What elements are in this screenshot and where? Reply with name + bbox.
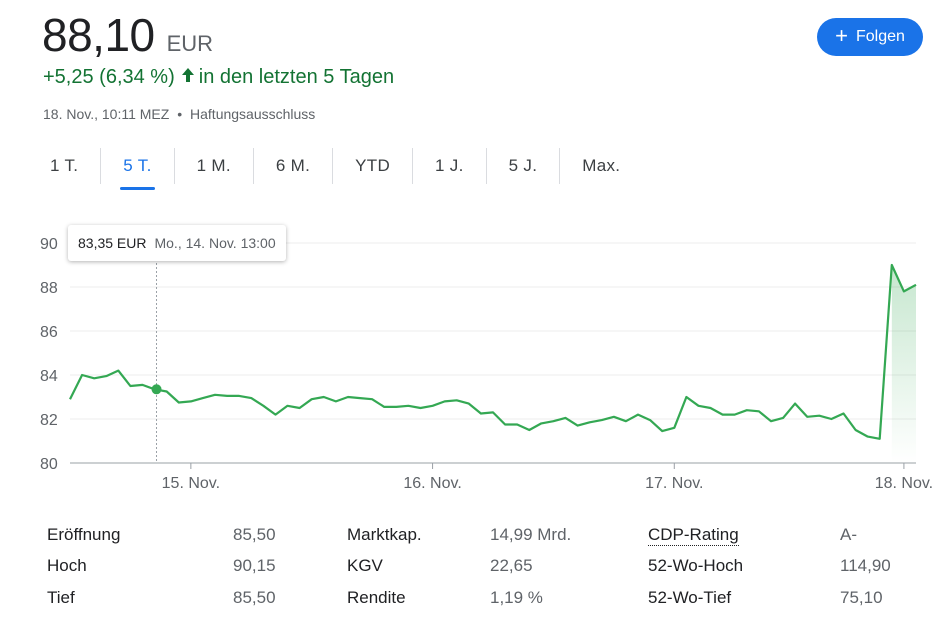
x-tick-label: 17. Nov. bbox=[645, 475, 703, 492]
tab-1-year[interactable]: 1 J. bbox=[412, 148, 486, 184]
stat-value: 85,50 bbox=[233, 525, 276, 544]
tab-label: Max. bbox=[582, 156, 621, 175]
stat-value: 14,99 Mrd. bbox=[490, 525, 572, 544]
time-range-tabs: 1 T. 5 T. 1 M. 6 M. YTD 1 J. 5 J. Max. bbox=[28, 148, 642, 190]
tab-6-months[interactable]: 6 M. bbox=[252, 148, 332, 184]
tooltip-date: Mo., 14. Nov. 13:00 bbox=[154, 235, 276, 251]
current-price: 88,10 bbox=[42, 9, 155, 61]
stat-value: A- bbox=[840, 525, 857, 544]
stat-value: 1,19 % bbox=[490, 588, 543, 607]
tab-max[interactable]: Max. bbox=[559, 148, 642, 184]
stat-label: Hoch bbox=[47, 556, 87, 575]
y-tick-label: 84 bbox=[40, 368, 58, 385]
hover-point bbox=[151, 384, 162, 395]
x-tick-label: 18. Nov. bbox=[875, 475, 933, 492]
quote-timestamp: 18. Nov., 10:11 MEZ bbox=[43, 106, 170, 122]
quote-meta: 18. Nov., 10:11 MEZ • Haftungsausschluss bbox=[43, 106, 315, 122]
follow-button[interactable]: + Folgen bbox=[817, 18, 923, 56]
y-tick-label: 82 bbox=[40, 412, 58, 429]
stat-label: Eröffnung bbox=[47, 525, 121, 544]
tab-1-month[interactable]: 1 M. bbox=[173, 148, 253, 184]
tooltip-price: 83,35 EUR bbox=[78, 235, 147, 251]
price-area-fill bbox=[891, 265, 916, 463]
stat-label: KGV bbox=[347, 556, 383, 575]
tab-label: YTD bbox=[355, 156, 391, 175]
disclaimer-link[interactable]: Haftungsausschluss bbox=[190, 106, 316, 122]
stat-value: 85,50 bbox=[233, 588, 276, 607]
plus-icon: + bbox=[835, 23, 848, 48]
tab-5-days[interactable]: 5 T. bbox=[100, 148, 173, 190]
change-period: in den letzten 5 Tagen bbox=[198, 66, 395, 88]
price-line bbox=[69, 263, 917, 440]
tab-label: 1 J. bbox=[435, 156, 464, 175]
stat-label: Rendite bbox=[347, 588, 406, 607]
x-tick-label: 15. Nov. bbox=[162, 475, 220, 492]
tab-label: 5 T. bbox=[123, 156, 152, 175]
stat-value: 22,65 bbox=[490, 556, 533, 575]
tab-ytd[interactable]: YTD bbox=[332, 148, 412, 184]
stat-label: Marktkap. bbox=[347, 525, 422, 544]
meta-separator: • bbox=[177, 106, 183, 122]
y-tick-label: 90 bbox=[40, 236, 58, 253]
follow-button-label: Folgen bbox=[855, 28, 905, 45]
arrow-up-icon bbox=[181, 66, 195, 89]
tab-label: 1 M. bbox=[196, 156, 231, 175]
tab-label: 5 J. bbox=[508, 156, 538, 175]
chart-tooltip: 83,35 EUR Mo., 14. Nov. 13:00 bbox=[68, 225, 286, 261]
y-tick-label: 88 bbox=[40, 280, 58, 297]
stat-label-cdp-rating[interactable]: CDP-Rating bbox=[648, 525, 739, 546]
tab-label: 6 M. bbox=[275, 156, 311, 175]
tab-5-years[interactable]: 5 J. bbox=[485, 148, 560, 184]
y-tick-label: 86 bbox=[40, 324, 58, 341]
tab-label: 1 T. bbox=[50, 156, 79, 175]
stat-value: 114,90 bbox=[840, 556, 891, 575]
stat-label: 52-Wo-Hoch bbox=[648, 556, 744, 575]
y-tick-label: 80 bbox=[40, 456, 58, 473]
price-change: +5,25 (6,34 %) in den letzten 5 Tagen bbox=[43, 66, 394, 89]
change-value: +5,25 (6,34 %) bbox=[43, 66, 175, 88]
stat-value: 75,10 bbox=[840, 588, 883, 607]
stat-label: 52-Wo-Tief bbox=[648, 588, 732, 607]
x-tick-label: 16. Nov. bbox=[403, 475, 461, 492]
price-currency: EUR bbox=[166, 31, 214, 56]
tab-1-day[interactable]: 1 T. bbox=[28, 148, 100, 184]
stat-value: 90,15 bbox=[233, 556, 276, 575]
stat-label: Tief bbox=[47, 588, 75, 607]
price-header: 88,10 EUR bbox=[42, 8, 213, 62]
